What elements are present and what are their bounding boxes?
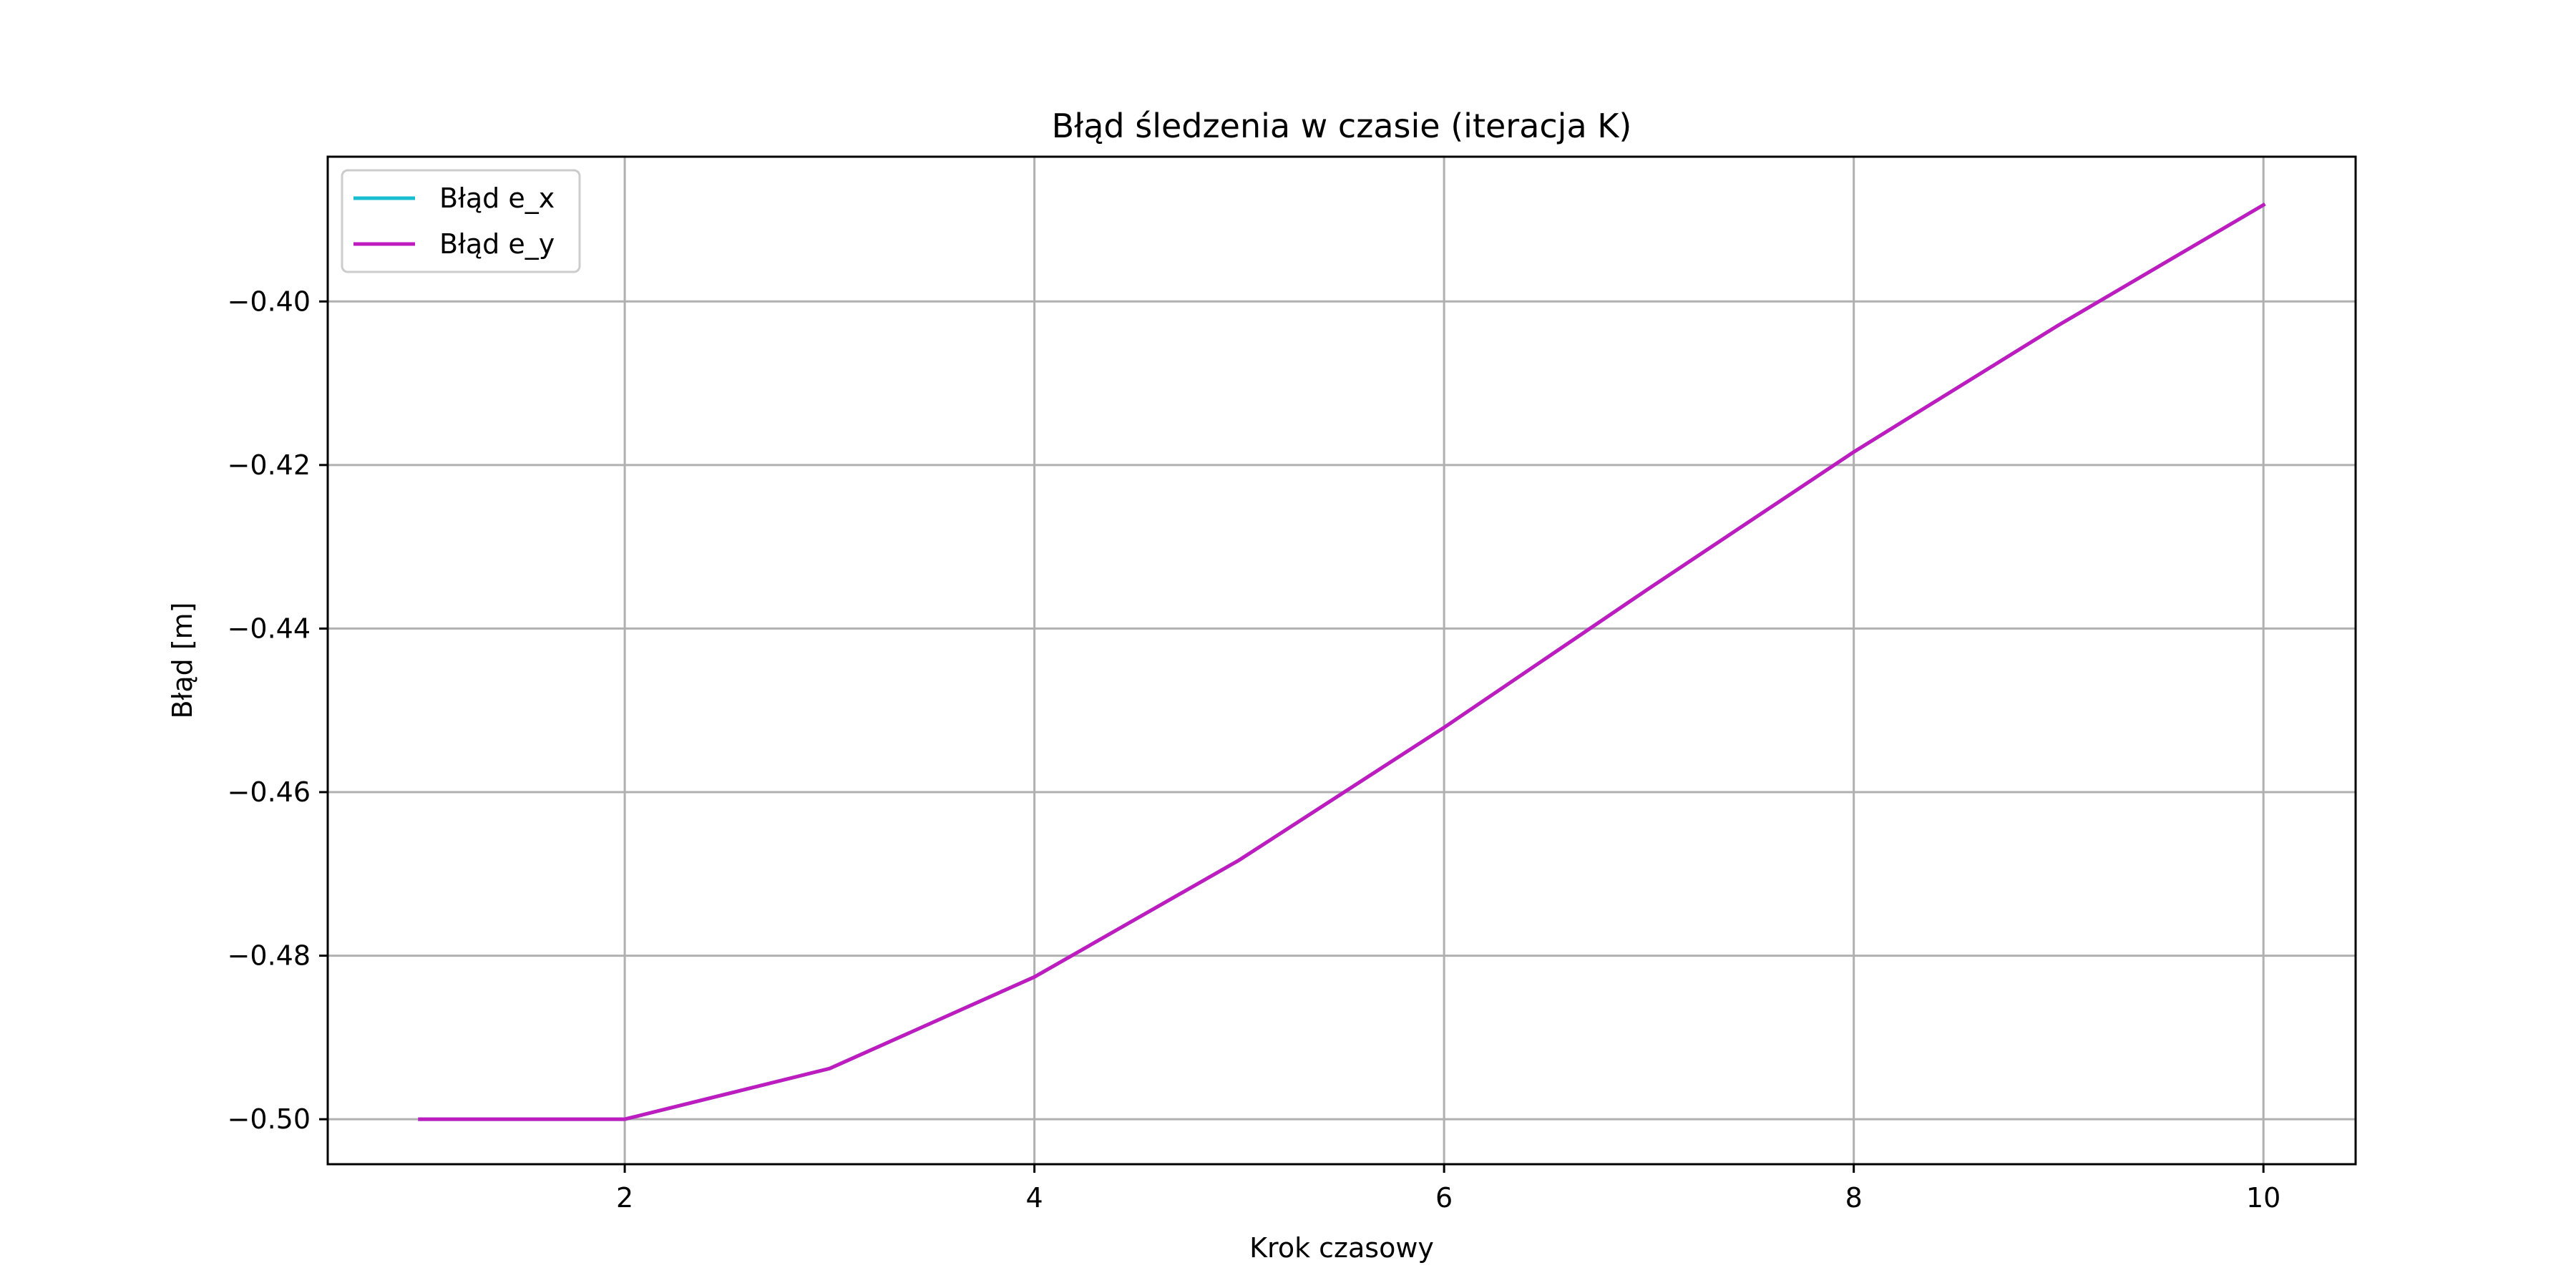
legend-box <box>341 169 581 273</box>
y-tick-label: −0.42 <box>228 449 311 481</box>
x-tick-label: 8 <box>1845 1182 1863 1214</box>
series-lines <box>418 202 2266 1121</box>
series-line-2 <box>418 202 2266 1121</box>
x-tick-label: 2 <box>616 1182 633 1214</box>
legend-entry-1: Błąd e_x <box>439 182 555 214</box>
y-tick-label: −0.40 <box>228 286 311 317</box>
y-tick-label: −0.50 <box>228 1103 311 1135</box>
chart-title: Błąd śledzenia w czasie (iteracja K) <box>1052 107 1632 145</box>
axis-ticks: 2 4 6 8 10 −0.50 −0.48 −0.46 −0.44 −0.42 −0.40 <box>228 286 2281 1214</box>
legend: Błąd e_x Błąd e_y <box>341 169 581 273</box>
x-axis-label: Krok czasowy <box>1249 1232 1434 1264</box>
y-tick-label: −0.44 <box>228 613 311 644</box>
plot-frame <box>326 155 2357 1166</box>
grid-lines <box>328 157 2356 1164</box>
y-axis-label: Błąd [m] <box>167 602 198 718</box>
legend-entry-2: Błąd e_y <box>439 228 555 260</box>
x-tick-label: 4 <box>1026 1182 1043 1214</box>
y-tick-label: −0.48 <box>228 940 311 972</box>
x-tick-label: 10 <box>2246 1182 2280 1214</box>
x-tick-label: 6 <box>1435 1182 1453 1214</box>
y-tick-label: −0.46 <box>228 776 311 808</box>
